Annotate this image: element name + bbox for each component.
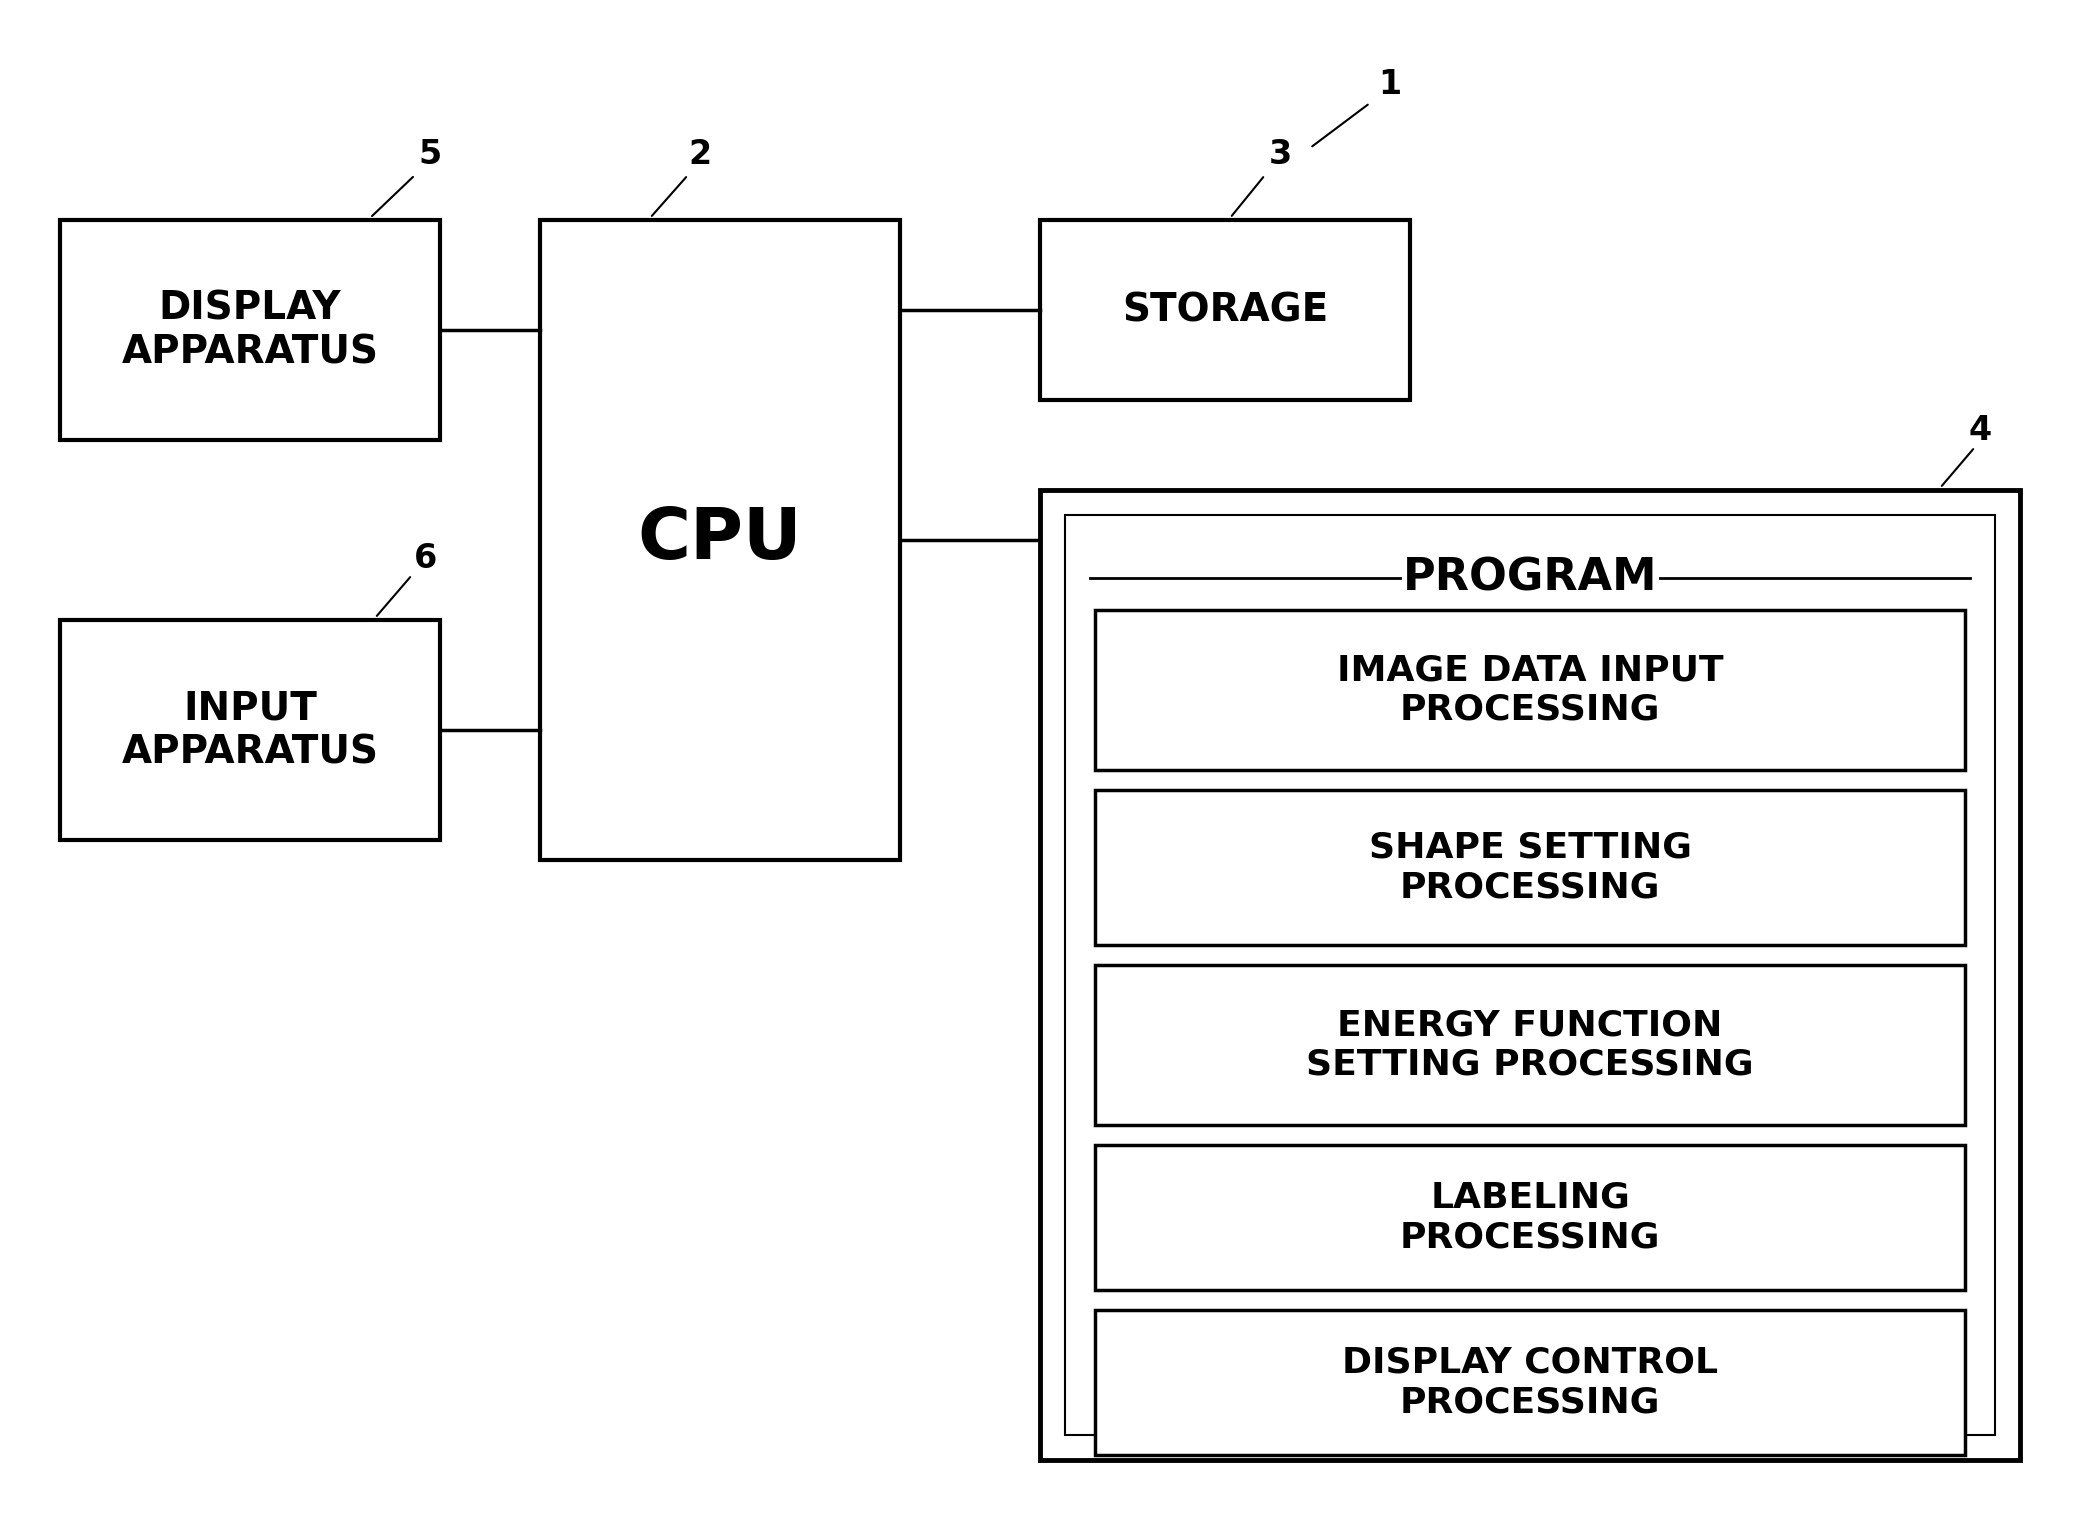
Text: PROGRAM: PROGRAM <box>1402 557 1657 599</box>
Text: 5: 5 <box>418 138 441 172</box>
Bar <box>539 221 900 859</box>
Text: CPU: CPU <box>637 505 802 575</box>
Text: IMAGE DATA INPUT
PROCESSING: IMAGE DATA INPUT PROCESSING <box>1337 654 1723 727</box>
Text: 1: 1 <box>1379 68 1402 102</box>
Bar <box>1095 1310 1966 1456</box>
Bar <box>1065 516 1995 1434</box>
Bar <box>1095 1145 1966 1290</box>
Text: ENERGY FUNCTION
SETTING PROCESSING: ENERGY FUNCTION SETTING PROCESSING <box>1306 1008 1755 1081</box>
Bar <box>1095 789 1966 945</box>
Bar <box>1095 964 1966 1126</box>
Text: 3: 3 <box>1268 138 1291 172</box>
Bar <box>61 621 441 840</box>
Text: 2: 2 <box>689 138 712 172</box>
Text: INPUT
APPARATUS: INPUT APPARATUS <box>121 689 378 771</box>
Text: DISPLAY CONTROL
PROCESSING: DISPLAY CONTROL PROCESSING <box>1341 1346 1717 1419</box>
Text: 4: 4 <box>1968 414 1991 447</box>
Bar <box>1095 610 1966 770</box>
Text: LABELING
PROCESSING: LABELING PROCESSING <box>1400 1180 1661 1255</box>
Bar <box>1040 490 2020 1460</box>
Text: STORAGE: STORAGE <box>1122 291 1329 329</box>
Text: SHAPE SETTING
PROCESSING: SHAPE SETTING PROCESSING <box>1368 830 1692 903</box>
Bar <box>61 221 441 440</box>
Bar <box>1040 221 1410 400</box>
Text: DISPLAY
APPARATUS: DISPLAY APPARATUS <box>121 289 378 371</box>
Text: 6: 6 <box>414 541 437 575</box>
